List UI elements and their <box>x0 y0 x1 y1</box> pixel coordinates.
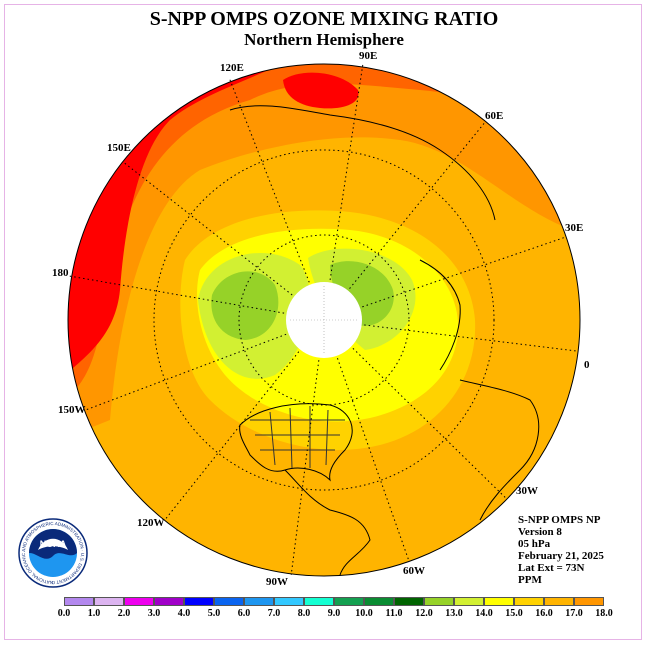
colorbar-swatch <box>394 597 424 606</box>
longitude-label-180: 180 <box>52 267 69 279</box>
map-subtitle: Northern Hemisphere <box>244 30 404 49</box>
colorbar-swatch <box>514 597 544 606</box>
colorbar-swatch <box>454 597 484 606</box>
colorbar-tick-label: 5.0 <box>207 608 221 619</box>
colorbar-tick-label: 6.0 <box>237 608 251 619</box>
latitude-circle-60n <box>238 234 410 406</box>
us-state-lines <box>250 406 345 469</box>
info-units: PPM <box>518 574 542 586</box>
graticule <box>67 63 579 575</box>
colorbar-tick-label: 9.0 <box>327 608 341 619</box>
colorbar-swatch <box>574 597 604 606</box>
colorbar-swatch <box>334 597 364 606</box>
colorbar-swatch <box>154 597 184 606</box>
colorbar-tick-label: 7.0 <box>267 608 281 619</box>
longitude-label-120w: 120W <box>137 517 165 529</box>
colorbar-tick-label: 11.0 <box>385 608 403 619</box>
image-frame <box>4 4 642 640</box>
map-title: S-NPP OMPS OZONE MIXING RATIO <box>149 8 499 30</box>
colorbar-swatch <box>214 597 244 606</box>
longitude-label-60w: 60W <box>403 565 425 577</box>
info-version: Version 8 <box>518 526 562 538</box>
contour-15-16 <box>68 64 580 440</box>
africa-outline <box>459 379 540 521</box>
colorbar-tick-label: 18.0 <box>595 608 613 619</box>
longitude-label-60e: 60E <box>485 110 504 122</box>
colorbar-swatch <box>274 597 304 606</box>
longitude-label-150e: 150E <box>107 142 131 154</box>
longitude-label-90e: 90E <box>359 50 378 62</box>
colorbar-swatch <box>484 597 514 606</box>
europe-outline <box>419 259 461 371</box>
colorbar-tick-label: 8.0 <box>297 608 311 619</box>
north-america-outline <box>239 403 353 482</box>
colorbar-swatch <box>364 597 394 606</box>
hemisphere-boundary <box>67 63 581 577</box>
colorbar-swatch <box>544 597 574 606</box>
longitude-label-90w: 90W <box>266 576 288 588</box>
info-lat-extent: Lat Ext = 73N <box>518 562 585 574</box>
colorbar-tick-label: 1.0 <box>87 608 101 619</box>
longitude-label-0: 0 <box>584 359 590 371</box>
colorbar-tick-label: 2.0 <box>117 608 131 619</box>
colorbar-tick-label: 3.0 <box>147 608 161 619</box>
colorbar-tick-label: 13.0 <box>445 608 463 619</box>
noaa-logo-text: NOAA <box>40 539 67 549</box>
longitude-label-150w: 150W <box>58 404 86 416</box>
info-date: February 21, 2025 <box>518 550 604 562</box>
colorbar-tick-label: 17.0 <box>565 608 583 619</box>
info-instrument: S-NPP OMPS NP <box>518 514 601 526</box>
colorbar-tick-label: 0.0 <box>57 608 71 619</box>
colorbar-swatch <box>424 597 454 606</box>
colorbar-tick-label: 10.0 <box>355 608 373 619</box>
colorbar-tick-label: 12.0 <box>415 608 433 619</box>
longitude-label-120e: 120E <box>220 62 244 74</box>
colorbar-tick-label: 16.0 <box>535 608 553 619</box>
longitude-label-30e: 30E <box>565 222 584 234</box>
colorbar-tick-label: 15.0 <box>505 608 523 619</box>
latitude-circle-30n <box>153 149 495 491</box>
colorbar-tick-label: 14.0 <box>475 608 493 619</box>
colorbar-swatch <box>94 597 124 606</box>
colorbar <box>64 597 604 606</box>
contour-17-18-north <box>283 72 359 109</box>
noaa-logo-bird <box>38 538 68 550</box>
colorbar-tick-label: 4.0 <box>177 608 191 619</box>
colorbar-swatch <box>244 597 274 606</box>
colorbar-swatch <box>64 597 94 606</box>
colorbar-swatch <box>124 597 154 606</box>
central-america-outline <box>284 469 371 576</box>
asia-outline <box>229 105 496 221</box>
longitude-label-30w: 30W <box>516 485 538 497</box>
colorbar-swatch <box>184 597 214 606</box>
info-pressure-level: 05 hPa <box>518 538 551 550</box>
contour-10-11-west <box>211 271 279 340</box>
colorbar-swatch <box>304 597 334 606</box>
